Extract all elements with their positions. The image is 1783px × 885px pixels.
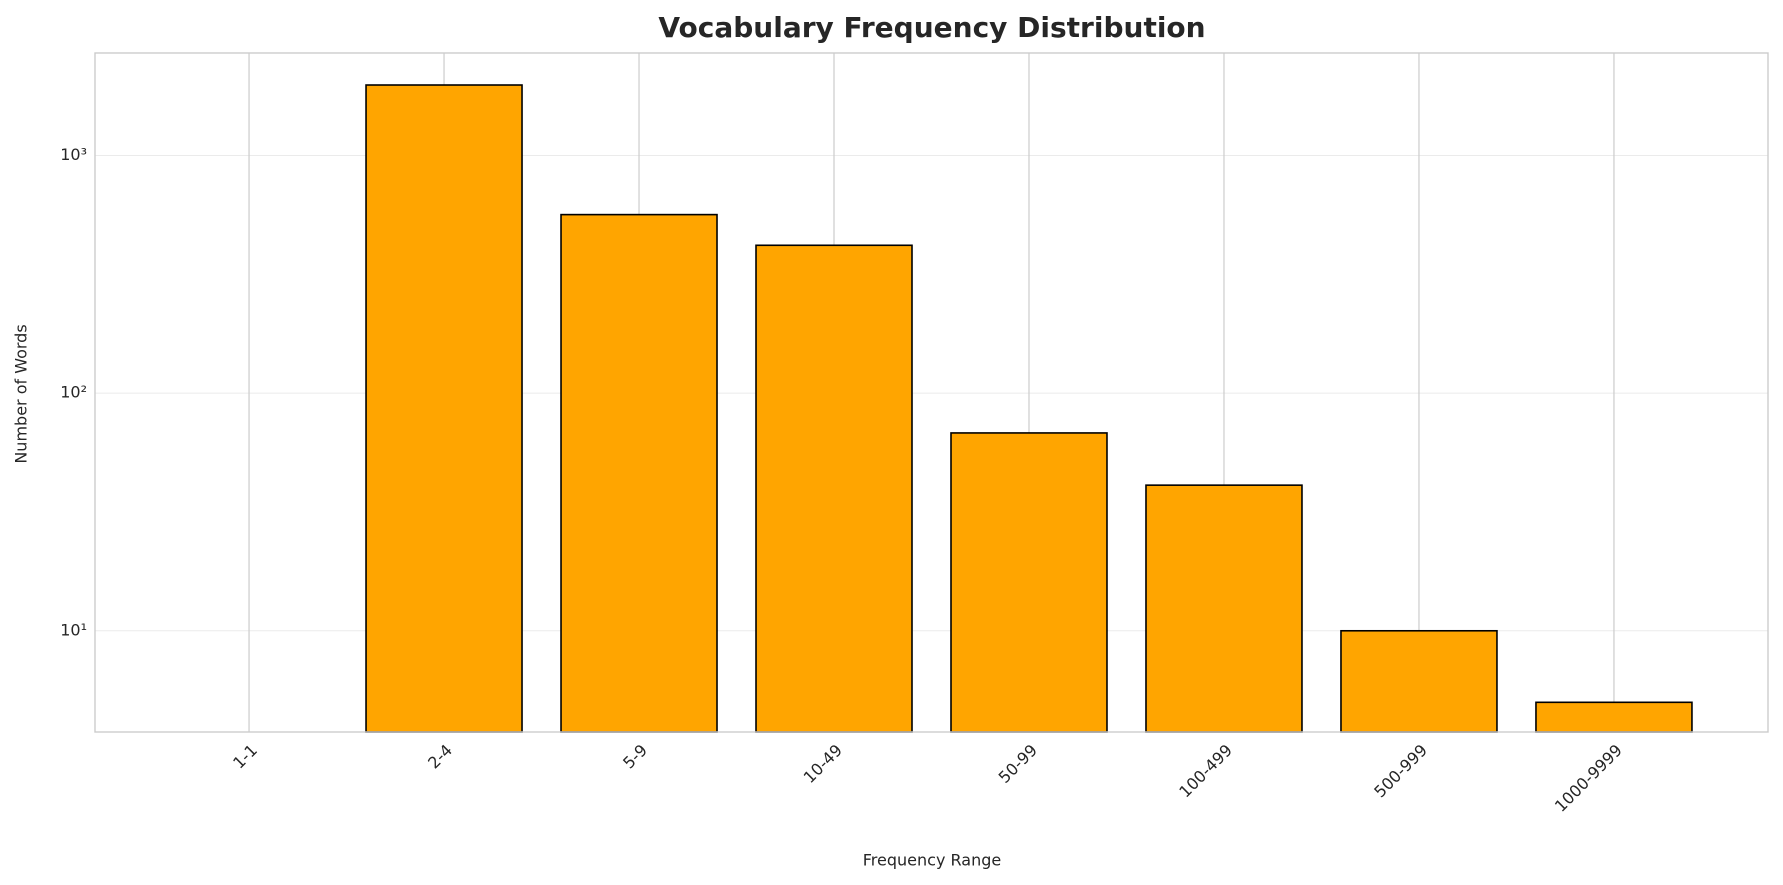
bar — [365, 84, 523, 733]
x-axis-label: Frequency Range — [863, 851, 1001, 870]
y-tick-label: 10² — [60, 383, 87, 402]
y-axis-label: Number of Words — [12, 324, 31, 463]
y-tick-label: 10³ — [60, 145, 87, 164]
bar — [1145, 484, 1303, 733]
plot-frame — [94, 52, 1769, 733]
bar — [755, 244, 913, 733]
chart-title: Vocabulary Frequency Distribution — [658, 11, 1205, 44]
y-tick-label: 10¹ — [60, 620, 87, 639]
bar — [1340, 629, 1498, 733]
bar — [950, 432, 1108, 733]
bar — [1535, 701, 1693, 733]
bar — [560, 213, 718, 733]
